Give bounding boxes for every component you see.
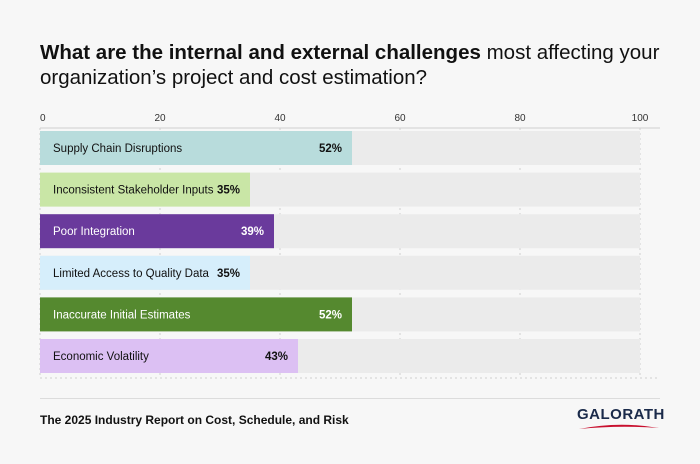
bar-category-label: Limited Access to Quality Data: [53, 268, 210, 280]
x-tick-label: 20: [154, 113, 166, 124]
bar-value-label: 43%: [265, 351, 288, 363]
chart-title-regular: most affecting your organization’s proje…: [40, 41, 660, 89]
bar-value-label: 35%: [217, 185, 240, 197]
bar-category-label: Inaccurate Initial Estimates: [53, 309, 191, 321]
bar: [40, 297, 352, 332]
x-tick-label: 40: [274, 113, 286, 124]
report-source: The 2025 Industry Report on Cost, Schedu…: [40, 413, 349, 427]
galorath-logo: GALORATH: [577, 406, 665, 430]
footer-divider: [40, 398, 660, 399]
bar-category-label: Supply Chain Disruptions: [53, 143, 182, 155]
bar: [40, 255, 250, 290]
x-tick-label: 0: [40, 113, 46, 124]
x-tick-label: 60: [394, 113, 406, 124]
bar-value-label: 35%: [217, 268, 240, 280]
chart-title-bold: What are the internal and external chall…: [40, 41, 481, 64]
x-tick-label: 100: [632, 113, 649, 124]
bar-category-label: Inconsistent Stakeholder Inputs: [53, 185, 214, 197]
chart-title: What are the internal and external chall…: [40, 40, 670, 90]
bar-value-label: 39%: [241, 226, 264, 238]
bar-value-label: 52%: [319, 309, 342, 321]
bar-chart: 0 20 40 60 80 100 Supply Chain Disruptions 52% I…: [39, 113, 660, 379]
bar: [40, 339, 298, 373]
x-tick-label: 80: [514, 113, 526, 124]
logo-swoosh-icon: [579, 424, 659, 429]
bar-value-label: 52%: [319, 143, 342, 155]
bar-category-label: Poor Integration: [53, 226, 135, 238]
logo-text: GALORATH: [577, 406, 665, 423]
bar: [40, 214, 274, 249]
bar-category-label: Economic Volatility: [53, 351, 149, 363]
bar: [40, 131, 352, 165]
bar: [40, 172, 250, 207]
